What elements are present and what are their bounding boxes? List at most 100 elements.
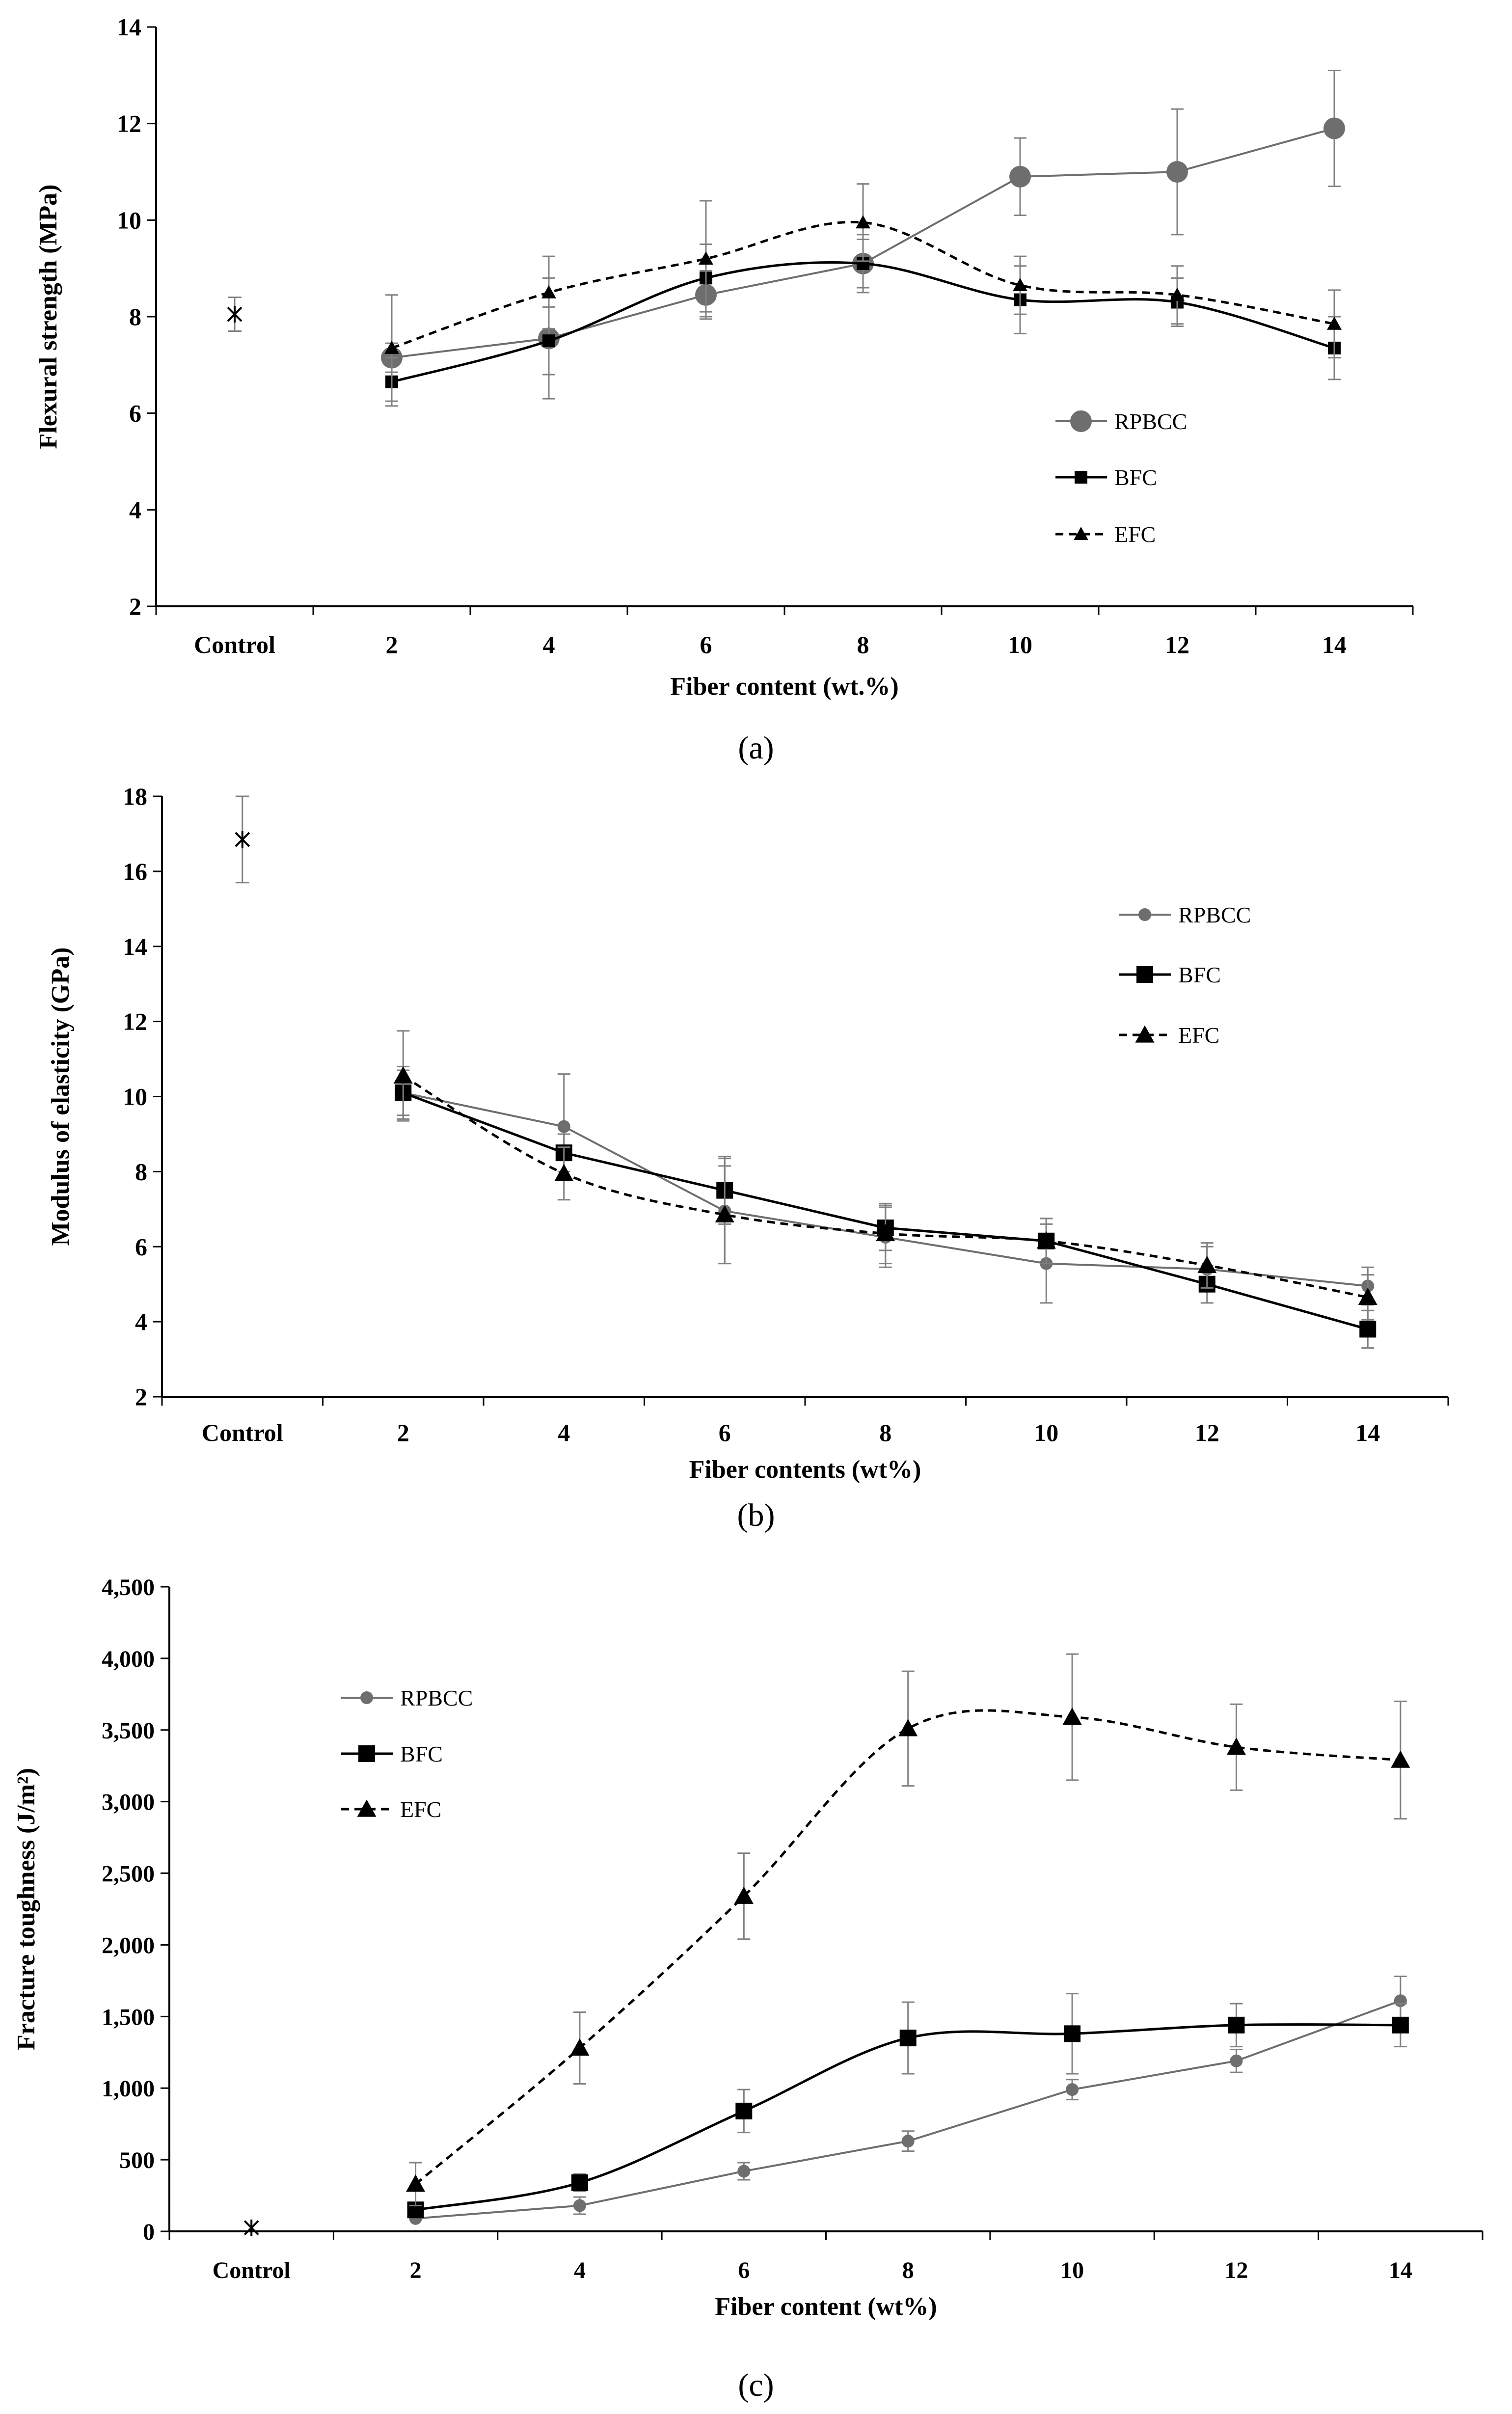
chart-c-y-tick-label: 1,000 — [102, 2076, 155, 2102]
chart-b-x-tick-label: 2 — [397, 1419, 409, 1446]
chart-b-point-rpbcc — [557, 1120, 570, 1133]
chart-a-x-tick-label: 14 — [1322, 631, 1347, 658]
chart-c-series-bfc — [407, 1993, 1409, 2219]
chart-c-x-tick-label: 8 — [902, 2257, 914, 2283]
chart-a-x-tick-label: 12 — [1165, 631, 1189, 658]
chart-c-legend-label: BFC — [400, 1741, 443, 1766]
chart-a-y-tick-label: 12 — [117, 110, 141, 137]
chart-a-point-efc — [541, 285, 556, 298]
chart-b-y-tick-label: 8 — [135, 1158, 147, 1185]
chart-c-point-efc — [734, 1886, 754, 1904]
chart-c-y-axis-label: Fracture toughness (J/m²) — [12, 1768, 40, 2050]
chart-c-point-bfc — [571, 2174, 588, 2191]
chart-c-x-tick-label: 6 — [738, 2257, 750, 2283]
chart-b-legend-label: EFC — [1178, 1023, 1219, 1048]
chart-a-x-tick-label: 8 — [857, 631, 869, 658]
chart-b-legend-efc: EFC — [1119, 1023, 1219, 1048]
chart-b-x-axis-label: Fiber contents (wt%) — [689, 1456, 921, 1484]
chart-c-y-tick-label: 3,000 — [102, 1790, 155, 1816]
chart-b-legend-marker — [1138, 908, 1151, 921]
chart-a-y-tick-label: 10 — [117, 206, 141, 234]
chart-a-legend-marker — [1075, 471, 1087, 484]
chart-a-point-efc — [699, 251, 713, 265]
panel-caption-c: (c) — [738, 2367, 774, 2403]
chart-b-legend-marker — [1136, 966, 1153, 983]
chart-c-x-tick-label: 2 — [410, 2257, 422, 2283]
chart-a-legend-label: BFC — [1114, 465, 1157, 490]
chart-b-y-tick-label: 2 — [135, 1383, 147, 1410]
chart-c-x-tick-label: Control — [213, 2257, 291, 2283]
chart-a-y-axis-label: Flexural strength (MPa) — [34, 184, 62, 449]
chart-a-point-efc — [1170, 287, 1185, 301]
chart-c-y-tick-label: 2,500 — [102, 1861, 155, 1887]
chart-b-x-tick-label: 10 — [1034, 1419, 1058, 1446]
panel-caption-b: (b) — [737, 1497, 775, 1533]
chart-c-y-tick-label: 2,000 — [102, 1932, 155, 1958]
chart-a-x-tick-label: Control — [194, 631, 275, 658]
chart-a-y-tick-label: 2 — [129, 593, 141, 620]
chart-c-legend-marker — [358, 1745, 375, 1762]
chart-b-y-tick-label: 12 — [123, 1008, 147, 1035]
chart-b-y-tick-label: 16 — [123, 858, 147, 885]
chart-b-point-efc — [1358, 1287, 1377, 1305]
chart-b-point-efc — [715, 1205, 734, 1222]
chart-a-point-efc — [384, 340, 399, 354]
chart-c-legend-efc: EFC — [341, 1797, 441, 1822]
chart-b-x-tick-label: 6 — [719, 1419, 731, 1446]
chart-a-legend-marker — [1070, 410, 1092, 432]
chart-a-legend-rpbcc: RPBCC — [1055, 409, 1187, 434]
chart-c-x-axis-label: Fiber content (wt%) — [715, 2293, 937, 2321]
chart-c-point-bfc — [1064, 2025, 1081, 2042]
chart-c-point-rpbcc — [573, 2199, 586, 2212]
chart-b-control-marker — [235, 831, 250, 848]
chart-c-control-marker — [243, 2219, 259, 2236]
chart-a-point-efc — [1327, 316, 1342, 330]
chart-c-point-bfc — [735, 2102, 753, 2119]
chart-a-point-efc — [856, 215, 870, 229]
chart-a-x-tick-label: 6 — [700, 631, 712, 658]
chart-b-y-axis-label: Modulus of elasticity (GPa) — [47, 947, 75, 1246]
chart-a-legend-label: RPBCC — [1114, 409, 1187, 434]
chart-b-x-tick-label: 12 — [1195, 1419, 1219, 1446]
chart-a-point-bfc — [542, 334, 555, 348]
chart-c: 0 500 1,000 1,500 2,000 2,500 3,000 3,500 4,000 4… — [12, 1574, 1484, 2321]
chart-a-y-tick-label: 6 — [129, 400, 141, 427]
chart-c-x-tick-label: 14 — [1389, 2257, 1412, 2283]
chart-c-legend-marker — [360, 1691, 373, 1704]
chart-c-point-efc — [1226, 1737, 1246, 1755]
chart-a-legend-bfc: BFC — [1055, 465, 1157, 490]
chart-c-point-efc — [406, 2174, 426, 2192]
chart-c-point-efc — [1391, 1750, 1410, 1768]
chart-c-point-efc — [1062, 1707, 1082, 1725]
chart-b-x-tick-label: 8 — [879, 1419, 891, 1446]
chart-c-x-tick-label: 4 — [574, 2257, 586, 2283]
chart-c-legend-marker — [357, 1799, 377, 1817]
panel-caption-a: (a) — [738, 730, 774, 766]
chart-c-point-efc — [898, 1719, 918, 1736]
chart-c-point-bfc — [1228, 2016, 1245, 2034]
chart-b-legend-bfc: BFC — [1119, 962, 1221, 987]
chart-b-point-efc — [393, 1066, 413, 1084]
chart-b-legend-label: BFC — [1178, 962, 1221, 987]
chart-c-point-rpbcc — [1066, 2083, 1079, 2096]
chart-a-control-marker — [227, 306, 243, 323]
chart-c-y-tick-label: 500 — [119, 2147, 155, 2173]
chart-a-x-tick-label: 2 — [386, 631, 398, 658]
chart-c-legend-bfc: BFC — [341, 1741, 443, 1766]
chart-c-x-tick-label: 10 — [1060, 2257, 1084, 2283]
chart-c-point-rpbcc — [1230, 2054, 1243, 2067]
chart-c-point-bfc — [899, 2030, 917, 2047]
chart-a-legend-marker — [1074, 527, 1088, 540]
chart-a-x-tick-label: 4 — [543, 631, 555, 658]
chart-b-x-tick-label: 4 — [558, 1419, 570, 1446]
chart-a-legend-efc: EFC — [1055, 522, 1156, 547]
chart-c-y-tick-label: 4,000 — [102, 1646, 155, 1672]
chart-a-x-tick-label: 10 — [1008, 631, 1032, 658]
chart-a-y-tick-label: 4 — [129, 496, 141, 523]
chart-a-y-tick-label: 14 — [117, 13, 141, 41]
chart-a-y-tick-label: 8 — [129, 303, 141, 330]
chart-a-x-axis-label: Fiber content (wt.%) — [670, 673, 899, 701]
chart-c-series-efc — [406, 1653, 1410, 2206]
